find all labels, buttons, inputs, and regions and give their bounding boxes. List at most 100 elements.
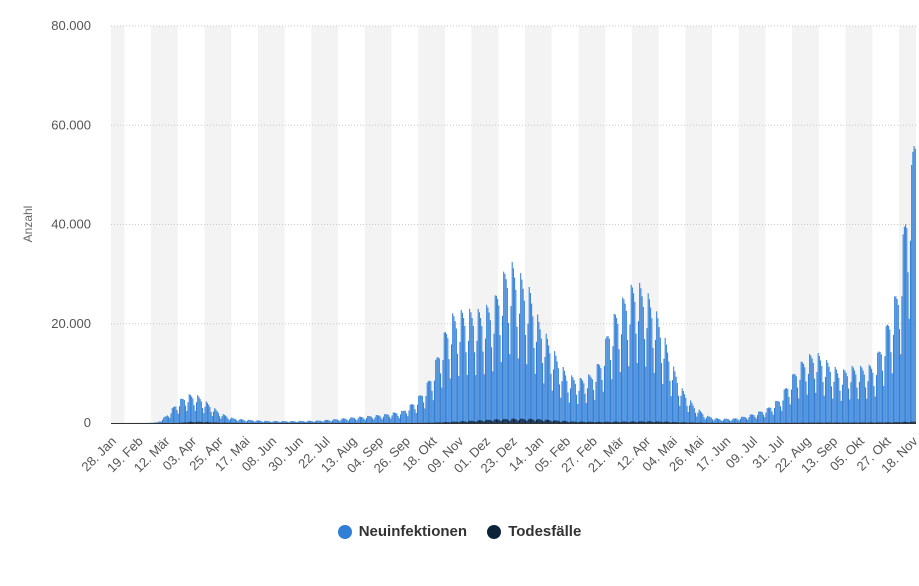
bar-neuinfektionen[interactable] bbox=[467, 340, 470, 423]
bar-neuinfektionen[interactable] bbox=[840, 400, 842, 423]
bar-neuinfektionen[interactable] bbox=[557, 368, 559, 423]
bar-neuinfektionen[interactable] bbox=[365, 417, 368, 423]
bar-neuinfektionen[interactable] bbox=[729, 420, 731, 423]
bar-neuinfektionen[interactable] bbox=[410, 404, 412, 423]
bar-todesfaelle[interactable] bbox=[508, 420, 510, 423]
bar-neuinfektionen[interactable] bbox=[691, 402, 693, 423]
bar-neuinfektionen[interactable] bbox=[359, 416, 361, 423]
bar-neuinfektionen[interactable] bbox=[605, 338, 607, 423]
bar-todesfaelle[interactable] bbox=[650, 421, 652, 423]
bar-todesfaelle[interactable] bbox=[476, 421, 478, 423]
bar-neuinfektionen[interactable] bbox=[488, 312, 490, 423]
bar-neuinfektionen[interactable] bbox=[806, 394, 808, 423]
bar-neuinfektionen[interactable] bbox=[673, 366, 675, 423]
bar-neuinfektionen[interactable] bbox=[707, 415, 709, 423]
bar-todesfaelle[interactable] bbox=[620, 421, 622, 423]
bar-neuinfektionen[interactable] bbox=[395, 412, 397, 423]
bar-neuinfektionen[interactable] bbox=[475, 375, 477, 423]
bar-neuinfektionen[interactable] bbox=[442, 360, 444, 423]
bar-neuinfektionen[interactable] bbox=[633, 293, 635, 423]
bar-neuinfektionen[interactable] bbox=[722, 419, 724, 423]
bar-neuinfektionen[interactable] bbox=[574, 383, 576, 423]
bar-neuinfektionen[interactable] bbox=[841, 384, 843, 423]
bar-neuinfektionen[interactable] bbox=[613, 313, 615, 423]
bar-neuinfektionen[interactable] bbox=[214, 408, 216, 423]
bar-todesfaelle[interactable] bbox=[482, 421, 484, 423]
bar-neuinfektionen[interactable] bbox=[192, 398, 194, 423]
bar-todesfaelle[interactable] bbox=[625, 421, 627, 423]
bar-neuinfektionen[interactable] bbox=[894, 296, 896, 423]
bar-neuinfektionen[interactable] bbox=[186, 410, 188, 423]
bar-todesfaelle[interactable] bbox=[559, 421, 561, 423]
bar-neuinfektionen[interactable] bbox=[449, 378, 451, 423]
bar-todesfaelle[interactable] bbox=[675, 422, 677, 423]
bar-neuinfektionen[interactable] bbox=[727, 419, 729, 423]
bar-neuinfektionen[interactable] bbox=[534, 373, 536, 423]
bar-todesfaelle[interactable] bbox=[654, 421, 656, 423]
bar-neuinfektionen[interactable] bbox=[871, 368, 873, 423]
bar-todesfaelle[interactable] bbox=[460, 421, 462, 423]
bar-neuinfektionen[interactable] bbox=[432, 400, 434, 423]
bar-neuinfektionen[interactable] bbox=[486, 304, 488, 423]
bar-neuinfektionen[interactable] bbox=[812, 362, 814, 423]
bar-todesfaelle[interactable] bbox=[204, 422, 206, 423]
bar-neuinfektionen[interactable] bbox=[658, 327, 660, 423]
bar-todesfaelle[interactable] bbox=[546, 419, 548, 423]
bar-neuinfektionen[interactable] bbox=[551, 390, 553, 423]
bar-todesfaelle[interactable] bbox=[611, 422, 613, 423]
bar-neuinfektionen[interactable] bbox=[220, 418, 222, 423]
bar-neuinfektionen[interactable] bbox=[754, 416, 756, 423]
bar-neuinfektionen[interactable] bbox=[418, 396, 420, 423]
bar-neuinfektionen[interactable] bbox=[656, 311, 658, 423]
bar-neuinfektionen[interactable] bbox=[750, 414, 752, 423]
bar-neuinfektionen[interactable] bbox=[814, 378, 816, 423]
bar-todesfaelle[interactable] bbox=[600, 421, 602, 423]
bar-todesfaelle[interactable] bbox=[527, 419, 529, 423]
bar-neuinfektionen[interactable] bbox=[226, 416, 228, 423]
bar-neuinfektionen[interactable] bbox=[277, 421, 279, 423]
bar-neuinfektionen[interactable] bbox=[713, 420, 715, 423]
bar-todesfaelle[interactable] bbox=[644, 421, 646, 423]
bar-neuinfektionen[interactable] bbox=[664, 337, 666, 423]
bar-neuinfektionen[interactable] bbox=[504, 273, 506, 423]
bar-todesfaelle[interactable] bbox=[690, 422, 692, 423]
bar-todesfaelle[interactable] bbox=[676, 422, 678, 423]
bar-neuinfektionen[interactable] bbox=[233, 418, 235, 423]
bar-todesfaelle[interactable] bbox=[612, 421, 614, 423]
bar-neuinfektionen[interactable] bbox=[508, 323, 510, 423]
bar-neuinfektionen[interactable] bbox=[478, 312, 480, 423]
bar-neuinfektionen[interactable] bbox=[636, 363, 638, 423]
bar-neuinfektionen[interactable] bbox=[340, 419, 342, 423]
bar-neuinfektionen[interactable] bbox=[197, 395, 199, 423]
bar-neuinfektionen[interactable] bbox=[737, 419, 739, 423]
bar-neuinfektionen[interactable] bbox=[160, 421, 162, 423]
bar-todesfaelle[interactable] bbox=[194, 422, 196, 423]
bar-neuinfektionen[interactable] bbox=[408, 410, 410, 423]
bar-neuinfektionen[interactable] bbox=[857, 399, 859, 423]
bar-neuinfektionen[interactable] bbox=[310, 420, 312, 423]
bar-neuinfektionen[interactable] bbox=[342, 418, 344, 423]
bar-neuinfektionen[interactable] bbox=[397, 415, 399, 423]
bar-neuinfektionen[interactable] bbox=[642, 307, 644, 423]
bar-neuinfektionen[interactable] bbox=[301, 421, 303, 423]
bar-neuinfektionen[interactable] bbox=[545, 333, 547, 423]
bar-neuinfektionen[interactable] bbox=[588, 374, 590, 423]
bar-neuinfektionen[interactable] bbox=[164, 416, 166, 423]
bar-todesfaelle[interactable] bbox=[516, 420, 518, 423]
bar-neuinfektionen[interactable] bbox=[242, 419, 244, 423]
bar-neuinfektionen[interactable] bbox=[338, 420, 340, 423]
bar-neuinfektionen[interactable] bbox=[873, 386, 875, 423]
bar-neuinfektionen[interactable] bbox=[169, 417, 171, 423]
bar-neuinfektionen[interactable] bbox=[793, 373, 795, 423]
bar-todesfaelle[interactable] bbox=[595, 422, 597, 423]
bar-neuinfektionen[interactable] bbox=[906, 227, 908, 423]
bar-todesfaelle[interactable] bbox=[195, 422, 198, 423]
series-neuinfektionen[interactable] bbox=[112, 146, 916, 423]
bar-neuinfektionen[interactable] bbox=[835, 369, 837, 423]
bar-neuinfektionen[interactable] bbox=[471, 317, 473, 423]
bar-neuinfektionen[interactable] bbox=[580, 378, 582, 423]
bar-neuinfektionen[interactable] bbox=[262, 422, 264, 423]
bar-todesfaelle[interactable] bbox=[652, 421, 654, 423]
bar-todesfaelle[interactable] bbox=[682, 422, 684, 423]
bar-todesfaelle[interactable] bbox=[861, 422, 863, 423]
